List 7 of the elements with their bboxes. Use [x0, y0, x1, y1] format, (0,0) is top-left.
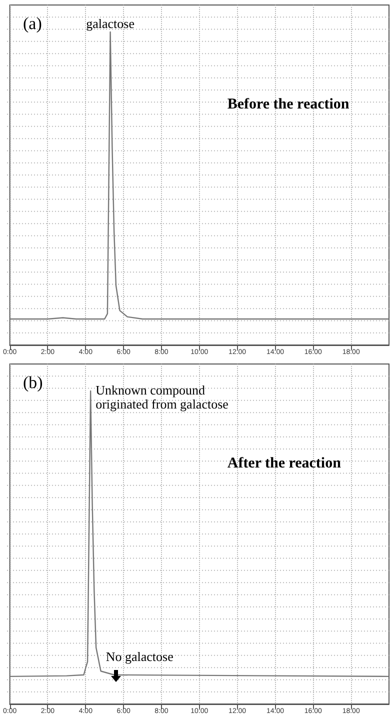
annotation: Before the reaction — [227, 96, 350, 112]
text: galactose — [86, 16, 135, 31]
annotation: No galactose — [106, 648, 174, 664]
annotation: After the reaction — [227, 455, 342, 472]
annotation: Unknown compound originated from galactose — [96, 382, 229, 412]
chart-title: (a) — [23, 14, 42, 33]
chart-title: (b) — [23, 373, 43, 392]
